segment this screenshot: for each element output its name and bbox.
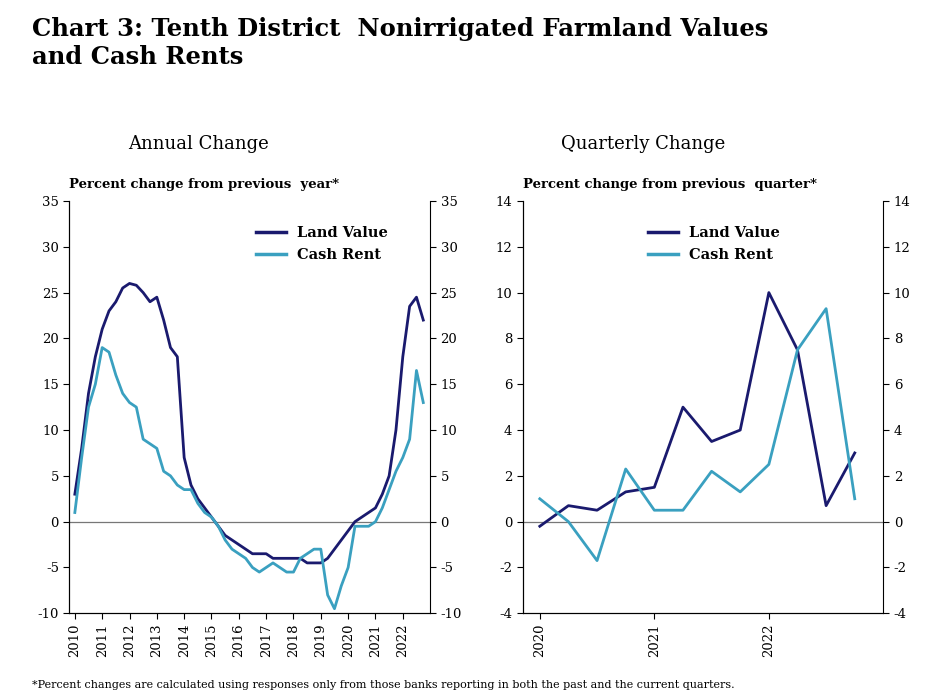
- Land Value: [620, 488, 631, 496]
- Land Value: [308, 559, 319, 567]
- Land Value: [288, 554, 299, 563]
- Cash Rent: [240, 554, 252, 563]
- Land Value: [199, 504, 210, 512]
- Land Value: [591, 506, 602, 514]
- Land Value: [677, 403, 688, 412]
- Cash Rent: [763, 460, 774, 468]
- Land Value: [124, 279, 135, 288]
- Text: *Percent changes are calculated using responses only from those banks reporting : *Percent changes are calculated using re…: [32, 680, 735, 690]
- Land Value: [535, 522, 546, 530]
- Land Value: [69, 490, 80, 498]
- Legend: Land Value, Cash Rent: Land Value, Cash Rent: [643, 220, 786, 267]
- Cash Rent: [820, 304, 832, 313]
- Cash Rent: [677, 506, 688, 514]
- Line: Land Value: Land Value: [75, 283, 424, 563]
- Cash Rent: [288, 568, 299, 577]
- Land Value: [563, 502, 574, 510]
- Cash Rent: [418, 398, 429, 407]
- Text: and Cash Rents: and Cash Rents: [32, 45, 244, 69]
- Line: Cash Rent: Cash Rent: [75, 348, 424, 608]
- Legend: Land Value, Cash Rent: Land Value, Cash Rent: [251, 220, 394, 267]
- Cash Rent: [706, 467, 717, 475]
- Cash Rent: [302, 550, 313, 558]
- Land Value: [302, 559, 313, 567]
- Text: Chart 3: Tenth District  Nonirrigated Farmland Values: Chart 3: Tenth District Nonirrigated Far…: [32, 17, 769, 42]
- Land Value: [763, 288, 774, 297]
- Cash Rent: [591, 556, 602, 565]
- Cash Rent: [329, 604, 340, 613]
- Cash Rent: [199, 509, 210, 517]
- Land Value: [240, 545, 252, 553]
- Text: Quarterly Change: Quarterly Change: [561, 135, 725, 153]
- Cash Rent: [792, 346, 803, 354]
- Cash Rent: [563, 518, 574, 526]
- Land Value: [706, 437, 717, 446]
- Text: Percent change from previous  year*: Percent change from previous year*: [69, 177, 339, 191]
- Cash Rent: [69, 509, 80, 517]
- Land Value: [648, 483, 660, 491]
- Land Value: [96, 325, 107, 333]
- Cash Rent: [620, 465, 631, 473]
- Cash Rent: [648, 506, 660, 514]
- Cash Rent: [734, 488, 746, 496]
- Cash Rent: [535, 495, 546, 503]
- Line: Land Value: Land Value: [540, 292, 855, 526]
- Land Value: [792, 346, 803, 354]
- Text: Annual Change: Annual Change: [129, 135, 269, 153]
- Land Value: [849, 449, 860, 457]
- Land Value: [820, 502, 832, 510]
- Land Value: [734, 426, 746, 435]
- Land Value: [418, 316, 429, 324]
- Line: Cash Rent: Cash Rent: [540, 308, 855, 561]
- Land Value: [261, 550, 272, 558]
- Cash Rent: [849, 495, 860, 503]
- Cash Rent: [96, 344, 107, 352]
- Cash Rent: [104, 348, 115, 356]
- Cash Rent: [261, 563, 272, 572]
- Text: Percent change from previous  quarter*: Percent change from previous quarter*: [523, 177, 817, 191]
